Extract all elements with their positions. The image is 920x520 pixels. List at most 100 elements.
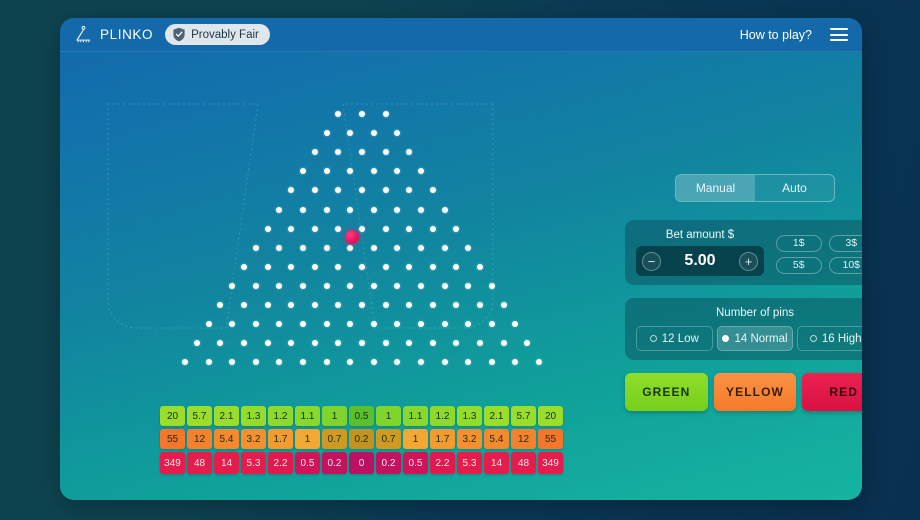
pin <box>418 206 424 213</box>
quick-amount-5usd[interactable]: 5$ <box>776 256 822 274</box>
minus-circle-icon[interactable]: − <box>642 251 661 271</box>
pin <box>241 340 247 347</box>
pin <box>264 340 271 347</box>
pin <box>406 340 413 347</box>
quick-amount-1usd[interactable]: 1$ <box>776 234 822 252</box>
pin <box>311 187 318 194</box>
multiplier-cell[interactable]: 0 <box>349 452 374 474</box>
pin <box>382 340 389 347</box>
pin <box>241 302 247 308</box>
pin <box>359 111 365 117</box>
multiplier-cell[interactable]: 48 <box>511 452 536 474</box>
bet-amount-input[interactable]: − 5.00 + <box>636 246 764 276</box>
provably-fair-button[interactable]: Provably Fair <box>165 24 270 45</box>
bet-amount-panel: Bet amount $ − 5.00 + 1$ 3$ 5$ 10$ <box>625 220 862 285</box>
pin-option-12-low[interactable]: 12 Low <box>636 326 713 351</box>
multiplier-cell[interactable]: 1.7 <box>268 429 293 449</box>
multiplier-cell[interactable]: 349 <box>160 452 185 474</box>
pin <box>370 244 377 251</box>
pin <box>453 302 460 308</box>
pin <box>217 340 224 347</box>
multiplier-cell[interactable]: 5.4 <box>214 429 239 449</box>
bet-amount-label: Bet amount $ <box>665 229 735 241</box>
multiplier-cell[interactable]: 1 <box>376 406 401 426</box>
multiplier-cell[interactable]: 5.7 <box>511 406 536 426</box>
pin <box>323 168 330 175</box>
quick-amount-3usd[interactable]: 3$ <box>828 234 862 252</box>
multiplier-cell[interactable]: 5.4 <box>484 429 509 449</box>
multiplier-cell[interactable]: 5.3 <box>241 452 266 474</box>
tab-manual[interactable]: Manual <box>676 175 755 201</box>
quick-amount-10usd[interactable]: 10$ <box>828 256 862 274</box>
multiplier-cell[interactable]: 14 <box>214 452 239 474</box>
multiplier-cell[interactable]: 2.1 <box>484 406 509 426</box>
multiplier-cell[interactable]: 1 <box>322 406 347 426</box>
pin <box>394 244 401 251</box>
pin <box>300 206 306 213</box>
multiplier-cell[interactable]: 1.2 <box>430 406 455 426</box>
multiplier-cell[interactable]: 48 <box>187 452 212 474</box>
multiplier-cell[interactable]: 1.1 <box>295 406 320 426</box>
pin <box>288 225 295 232</box>
pin <box>488 321 495 328</box>
multiplier-cell[interactable]: 5.7 <box>187 406 212 426</box>
pin <box>382 302 389 308</box>
multiplier-cell[interactable]: 0.2 <box>322 452 347 474</box>
multiplier-cell[interactable]: 1.1 <box>403 406 428 426</box>
multiplier-cell[interactable]: 1 <box>403 429 428 449</box>
multiplier-cell[interactable]: 3.2 <box>241 429 266 449</box>
pin <box>276 244 283 251</box>
pin <box>429 340 436 347</box>
multiplier-cell[interactable]: 1.2 <box>268 406 293 426</box>
multiplier-cell[interactable]: 0.5 <box>349 406 374 426</box>
multiplier-cell[interactable]: 2.2 <box>430 452 455 474</box>
multiplier-cell[interactable]: 5.3 <box>457 452 482 474</box>
multiplier-cell[interactable]: 14 <box>484 452 509 474</box>
risk-yellow-button[interactable]: YELLOW <box>713 373 797 411</box>
plinko-triangle-icon <box>74 26 93 43</box>
pin <box>252 282 259 289</box>
multiplier-cell[interactable]: 0.7 <box>322 429 347 449</box>
pin <box>394 130 401 137</box>
multiplier-cell[interactable]: 55 <box>538 429 563 449</box>
multiplier-cell[interactable]: 349 <box>538 452 563 474</box>
multiplier-cell[interactable]: 12 <box>511 429 536 449</box>
multiplier-cell[interactable]: 2.2 <box>268 452 293 474</box>
multiplier-cell[interactable]: 55 <box>160 429 185 449</box>
pin-option-label: 16 High <box>821 332 862 345</box>
risk-green-button[interactable]: GREEN <box>625 373 708 411</box>
multiplier-cell[interactable]: 12 <box>187 429 212 449</box>
multiplier-cell[interactable]: 1 <box>295 429 320 449</box>
tab-auto[interactable]: Auto <box>782 181 807 195</box>
multiplier-cell[interactable]: 1.3 <box>457 406 482 426</box>
multiplier-cell[interactable]: 1.7 <box>430 429 455 449</box>
pin-option-16-high[interactable]: 16 High <box>797 326 862 351</box>
multiplier-cell[interactable]: 3.2 <box>457 429 482 449</box>
pin <box>453 225 460 232</box>
pin <box>347 282 354 289</box>
game-panel: PLINKO Provably Fair How to play? <box>60 18 862 500</box>
plus-circle-icon[interactable]: + <box>738 251 758 271</box>
pin <box>370 130 377 137</box>
multiplier-cell[interactable]: 0.2 <box>349 429 374 449</box>
pin <box>418 321 424 328</box>
multiplier-cell[interactable]: 0.7 <box>376 429 401 449</box>
pin <box>335 149 342 156</box>
how-to-play-link[interactable]: How to play? <box>739 27 812 42</box>
pin-option-14-normal[interactable]: 14 Normal <box>716 326 794 351</box>
pin <box>418 168 424 175</box>
pin <box>241 263 247 270</box>
pin <box>288 340 295 347</box>
multiplier-cell[interactable]: 20 <box>538 406 563 426</box>
multiplier-cell[interactable]: 0.2 <box>376 452 401 474</box>
pin <box>370 206 377 213</box>
pin <box>370 168 377 175</box>
pin <box>441 321 448 328</box>
multiplier-cell[interactable]: 0.5 <box>295 452 320 474</box>
hamburger-menu-icon[interactable] <box>830 28 848 41</box>
multiplier-cell[interactable]: 1.3 <box>241 406 266 426</box>
multiplier-cell[interactable]: 2.1 <box>214 406 239 426</box>
risk-red-button[interactable]: RED <box>802 373 862 411</box>
multiplier-cell[interactable]: 20 <box>160 406 185 426</box>
multiplier-cell[interactable]: 0.5 <box>403 452 428 474</box>
